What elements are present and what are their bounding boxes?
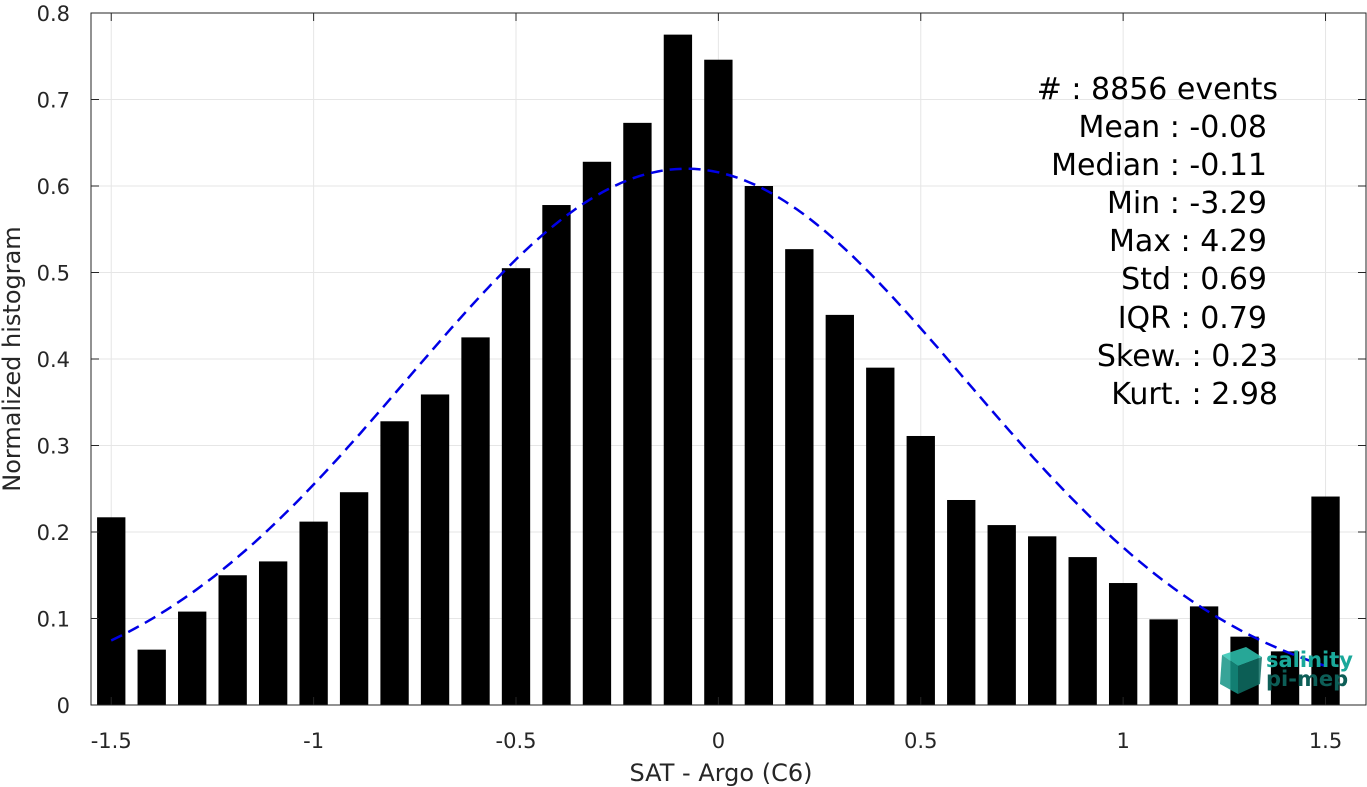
logo-text-salinity: salinity: [1266, 648, 1353, 672]
x-tick-label: 0: [712, 729, 725, 753]
x-tick-label: 1.5: [1309, 729, 1342, 753]
y-tick-label: 0.5: [37, 262, 70, 286]
stat-line: Std : 0.69: [1121, 262, 1267, 297]
histogram-bar: [785, 249, 814, 705]
histogram-bar: [258, 561, 288, 705]
y-tick-label: 0.6: [37, 175, 70, 199]
stat-line: Min : -3.29: [1107, 186, 1267, 221]
x-tick-label: 0.5: [904, 729, 937, 753]
x-tick-label: -1.5: [91, 729, 132, 753]
histogram-bar: [744, 186, 774, 705]
x-axis-ticks: -1.5 -1 -0.5 0 0.5 1 1.5: [91, 13, 1342, 753]
stat-line: Kurt. : 2.98: [1111, 377, 1278, 412]
stat-line: Median : -0.11: [1051, 148, 1267, 183]
y-tick-label: 0.8: [37, 2, 70, 26]
histogram-bar: [420, 394, 450, 705]
histogram-bar: [461, 337, 490, 705]
histogram-bar: [1108, 583, 1138, 705]
cube-icon: [1220, 647, 1262, 694]
histogram-bar: [866, 367, 895, 705]
histogram-bar: [987, 525, 1016, 705]
y-tick-label: 0.4: [37, 348, 70, 372]
histogram-bar: [380, 421, 409, 705]
logo-text-pimep: pi-mep: [1266, 667, 1348, 691]
histogram-bar: [623, 122, 652, 706]
histogram-bar: [1311, 496, 1340, 705]
y-tick-label: 0.1: [37, 608, 70, 632]
histogram-bar: [1189, 606, 1219, 705]
x-tick-label: -0.5: [496, 729, 537, 753]
stat-line: Max : 4.29: [1109, 224, 1267, 259]
bars: [97, 34, 1340, 706]
histogram-bar: [339, 492, 369, 705]
y-axis-label: Normalized histogram: [0, 226, 26, 491]
histogram-bar: [137, 649, 166, 705]
histogram-bar: [178, 611, 207, 705]
histogram-bar: [906, 435, 935, 705]
stat-line: Mean : -0.08: [1078, 110, 1267, 145]
salinity-pimep-logo: salinity pi-mep: [1220, 647, 1353, 694]
y-tick-label: 0: [57, 694, 70, 718]
stat-line: IQR : 0.79: [1118, 301, 1267, 336]
y-tick-label: 0.2: [37, 521, 70, 545]
y-axis-ticks: 0 0.1 0.2 0.3 0.4 0.5 0.6 0.7 0.8: [37, 2, 1366, 718]
gaussian-fit-curve: [110, 167, 1326, 668]
histogram-bar: [299, 521, 328, 705]
histogram-bar: [97, 517, 126, 705]
histogram-bar: [218, 575, 247, 705]
x-axis-label: SAT - Argo (C6): [630, 759, 813, 787]
histogram-bar: [542, 205, 571, 705]
histogram-bar: [1068, 557, 1097, 705]
histogram-bar: [1028, 536, 1057, 705]
histogram-bar: [704, 59, 733, 705]
stat-line: Skew. : 0.23: [1097, 339, 1278, 374]
y-tick-label: 0.7: [37, 89, 70, 113]
histogram-bar: [1149, 619, 1178, 705]
histogram-bar: [825, 314, 854, 705]
histogram-bar: [947, 499, 976, 705]
histogram-bar: [501, 268, 531, 705]
histogram-bar: [582, 161, 612, 705]
stat-line: # : 8856 events: [1037, 72, 1278, 107]
x-tick-label: 1: [1116, 729, 1129, 753]
histogram-bar: [663, 34, 693, 705]
x-tick-label: -1: [303, 729, 324, 753]
y-tick-label: 0.3: [37, 435, 70, 459]
histogram-bar: [1270, 651, 1300, 705]
